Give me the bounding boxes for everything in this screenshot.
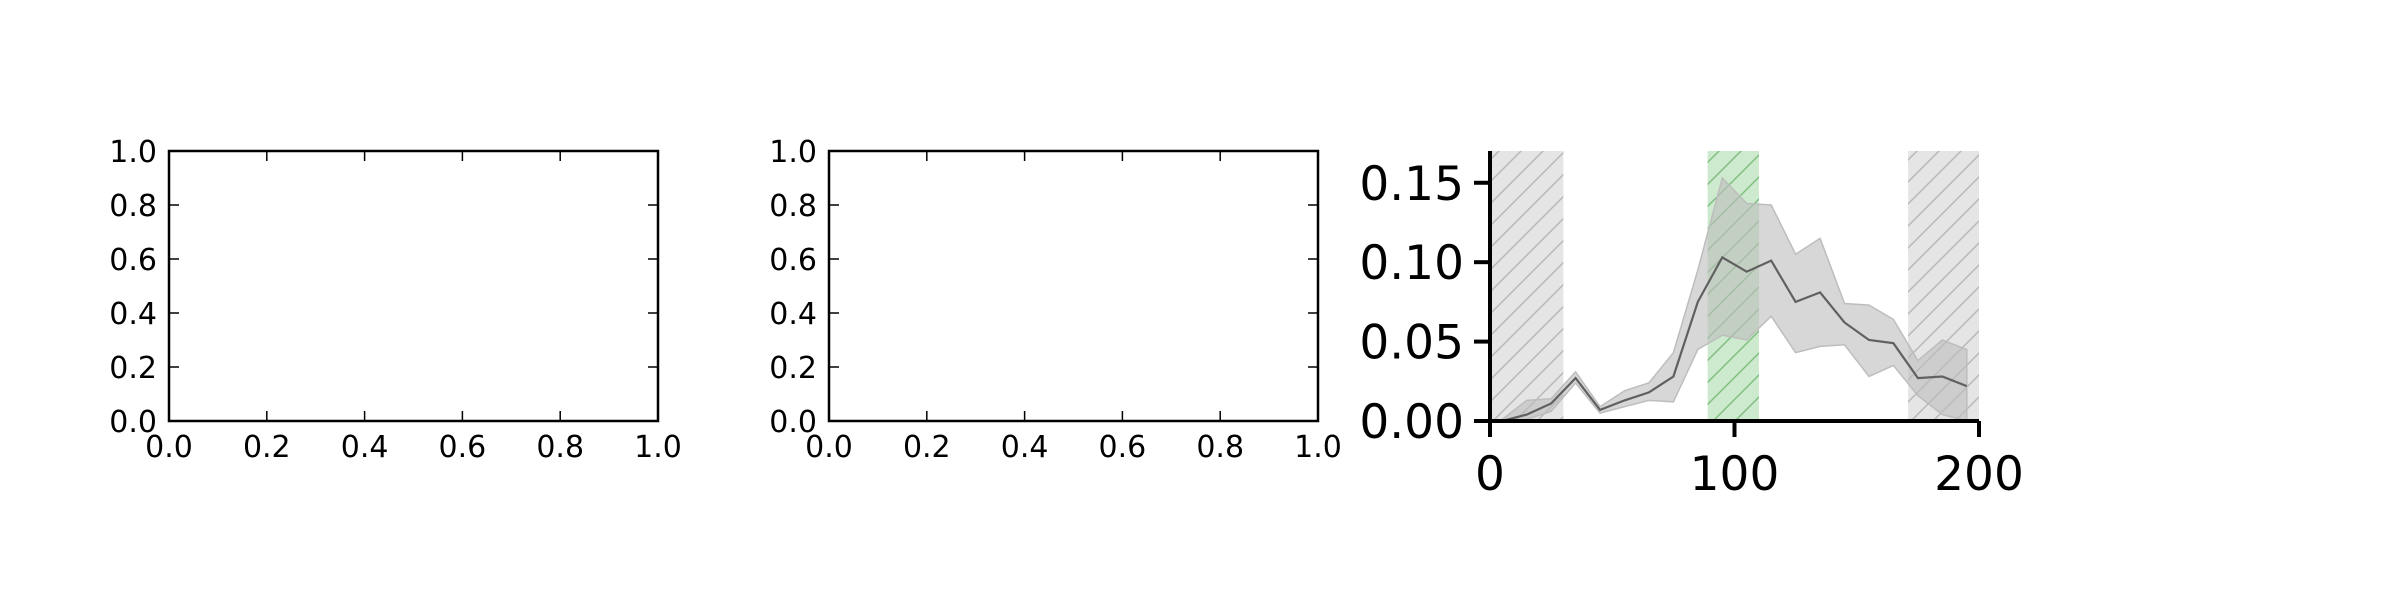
y-tick-label: 0.15 bbox=[1359, 157, 1464, 212]
x-tick-label: 0.8 bbox=[1196, 430, 1244, 465]
mean-line bbox=[1501, 255, 1968, 423]
y-tick-label: 1.0 bbox=[769, 135, 817, 170]
panel-1-x-ticks: 0.0 0.2 0.4 0.6 0.8 1.0 bbox=[145, 151, 682, 465]
x-tick-label: 1.0 bbox=[634, 430, 682, 465]
highlight-region-hatch bbox=[1490, 151, 1564, 421]
panel-1: 0.0 0.2 0.4 0.6 0.8 1.0 0.0 0.2 0.4 0.6 0.8 1.0 bbox=[109, 135, 682, 465]
y-tick-label: 0.05 bbox=[1359, 316, 1464, 371]
y-tick-label: 0.8 bbox=[109, 189, 157, 224]
y-tick-label: 0.6 bbox=[109, 243, 157, 278]
panel-3: 0 100 200 0.00 0.05 0.10 0.15 bbox=[1359, 151, 2024, 502]
x-tick-label: 0.8 bbox=[536, 430, 584, 465]
panel-2: 0.0 0.2 0.4 0.6 0.8 1.0 0.0 0.2 0.4 0.6 0.8 1.0 bbox=[769, 135, 1342, 465]
x-tick-label: 0.6 bbox=[439, 430, 487, 465]
x-tick-label: 0.4 bbox=[1001, 430, 1049, 465]
y-tick-label: 1.0 bbox=[109, 135, 157, 170]
x-tick-label: 1.0 bbox=[1294, 430, 1342, 465]
x-tick-label: 0.2 bbox=[903, 430, 951, 465]
y-tick-label: 0.4 bbox=[109, 297, 157, 332]
x-tick-label: 0 bbox=[1475, 447, 1505, 502]
x-tick-label: 0.0 bbox=[805, 430, 853, 465]
x-tick-label: 0.2 bbox=[243, 430, 291, 465]
panel-2-axes-frame bbox=[827, 149, 1320, 423]
y-tick-label: 0.10 bbox=[1359, 236, 1464, 291]
x-tick-label: 0.6 bbox=[1099, 430, 1147, 465]
y-tick-label: 0.00 bbox=[1359, 395, 1464, 450]
y-tick-label: 0.2 bbox=[769, 351, 817, 386]
y-tick-label: 0.6 bbox=[769, 243, 817, 278]
x-tick-label: 200 bbox=[1934, 447, 2024, 502]
y-tick-label: 0.8 bbox=[769, 189, 817, 224]
panel-1-axes-frame bbox=[167, 149, 660, 423]
y-tick-label: 0.2 bbox=[109, 351, 157, 386]
panel-3-x-ticks: 0 100 200 bbox=[1475, 421, 2024, 502]
panel-1-y-ticks: 0.0 0.2 0.4 0.6 0.8 1.0 bbox=[109, 135, 658, 440]
x-tick-label: 0.0 bbox=[145, 430, 193, 465]
x-tick-label: 100 bbox=[1690, 447, 1780, 502]
y-tick-label: 0.0 bbox=[769, 405, 817, 440]
panel-2-x-ticks: 0.0 0.2 0.4 0.6 0.8 1.0 bbox=[805, 151, 1342, 465]
panel-3-y-ticks: 0.00 0.05 0.10 0.15 bbox=[1359, 157, 1490, 450]
panel-2-y-ticks: 0.0 0.2 0.4 0.6 0.8 1.0 bbox=[769, 135, 1318, 440]
y-tick-label: 0.4 bbox=[769, 297, 817, 332]
x-tick-label: 0.4 bbox=[341, 430, 389, 465]
y-tick-label: 0.0 bbox=[109, 405, 157, 440]
panel-3-line bbox=[1501, 255, 1968, 423]
